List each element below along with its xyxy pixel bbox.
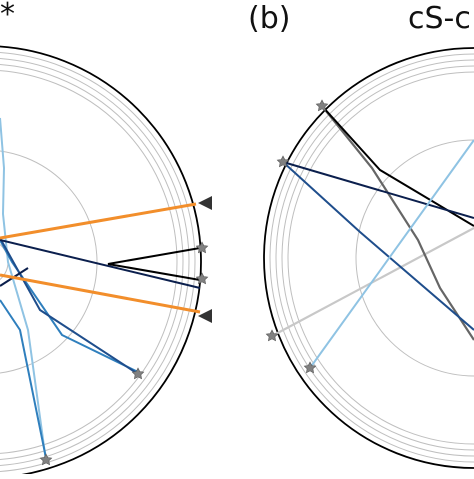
grid-ring [287,71,474,445]
star-marker [265,329,279,342]
grid-ring [355,139,474,377]
right-panel [263,47,474,469]
path-orange [0,273,201,314]
grid-ring [0,70,178,454]
path-mid-blue [0,299,47,459]
right-grid [269,53,474,463]
grid-ring [0,150,98,374]
grid-ring [0,52,196,472]
path-dark-blue [282,161,474,331]
left-markers [39,196,212,466]
star-marker [39,453,53,466]
path-black [107,247,201,281]
path-light-blue [0,117,47,462]
domain-boundary [263,47,474,469]
left-paths [0,117,201,462]
star-marker [276,155,290,168]
path-orange [0,202,197,240]
star-marker [303,361,317,374]
path-gray [321,105,474,341]
triangle-marker [198,309,212,323]
left-panel [0,45,212,474]
path-mid-blue [0,239,139,373]
left-grid [0,52,196,472]
domain-boundary [0,45,202,474]
right-panel-title-fragment: cS-c [408,1,471,36]
right-paths [271,105,474,369]
grid-ring [0,64,184,460]
left-panel-title-fragment: * [0,0,15,32]
path-black [321,105,474,227]
grid-ring [275,59,474,457]
star-marker [315,99,329,112]
path-navy [282,161,474,219]
path-navy [0,239,201,289]
right-panel-label: (b) [248,1,290,36]
grid-ring [281,65,474,451]
triangle-marker [198,196,212,210]
path-dark-blue [0,237,136,373]
star-marker [131,367,145,380]
path-light-blue [309,139,474,369]
star-marker [195,241,209,254]
grid-ring [269,53,474,463]
star-marker [195,272,209,285]
right-markers [265,99,329,374]
grid-ring [0,58,190,466]
